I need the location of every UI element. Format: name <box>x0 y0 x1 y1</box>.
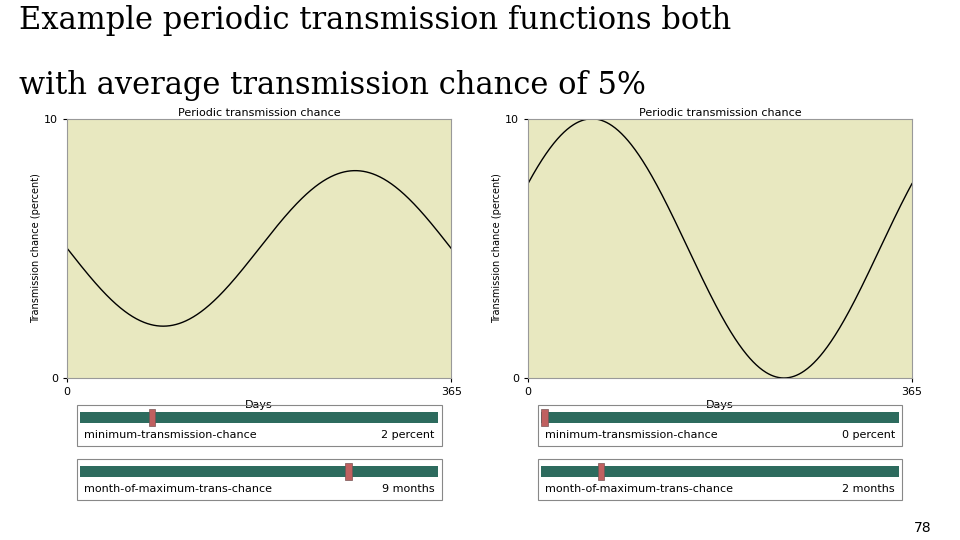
Title: Periodic transmission chance: Periodic transmission chance <box>638 108 802 118</box>
Bar <box>346 463 352 481</box>
Text: minimum-transmission-chance: minimum-transmission-chance <box>545 430 717 440</box>
Bar <box>597 463 604 481</box>
Text: 78: 78 <box>914 521 931 535</box>
Y-axis label: Transmission chance (percent): Transmission chance (percent) <box>32 173 41 323</box>
Text: month-of-maximum-trans-chance: month-of-maximum-trans-chance <box>545 484 732 494</box>
X-axis label: Days: Days <box>707 400 733 410</box>
Bar <box>149 409 156 427</box>
X-axis label: Days: Days <box>246 400 273 410</box>
Text: 9 months: 9 months <box>382 484 434 494</box>
Text: with average transmission chance of 5%: with average transmission chance of 5% <box>19 70 646 101</box>
Title: Periodic transmission chance: Periodic transmission chance <box>178 108 341 118</box>
Text: minimum-transmission-chance: minimum-transmission-chance <box>84 430 256 440</box>
Y-axis label: Transmission chance (percent): Transmission chance (percent) <box>492 173 502 323</box>
Text: month-of-maximum-trans-chance: month-of-maximum-trans-chance <box>84 484 272 494</box>
Bar <box>81 466 438 477</box>
Text: Example periodic transmission functions both: Example periodic transmission functions … <box>19 5 732 36</box>
Bar <box>541 412 899 423</box>
Text: 2 percent: 2 percent <box>381 430 434 440</box>
Bar <box>81 412 438 423</box>
Text: 0 percent: 0 percent <box>842 430 895 440</box>
Bar <box>541 409 548 427</box>
Bar <box>541 466 899 477</box>
Text: 2 months: 2 months <box>843 484 895 494</box>
